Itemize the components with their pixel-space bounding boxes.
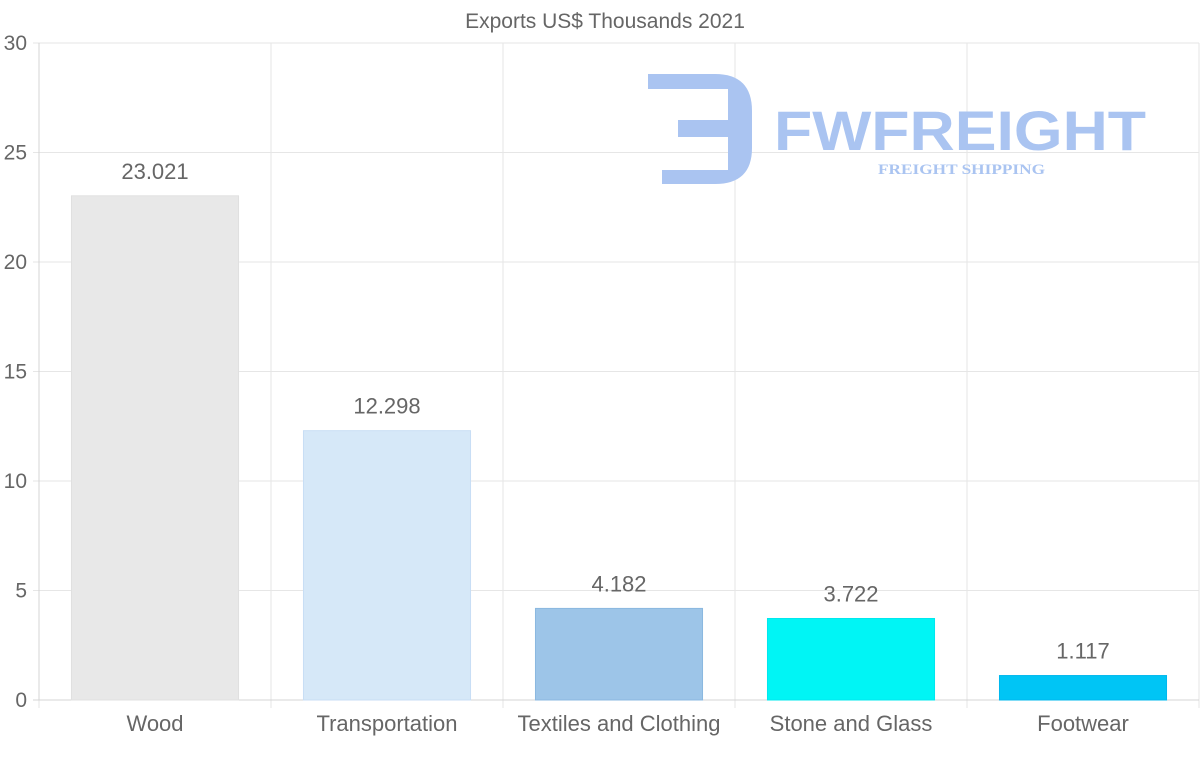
bar-footwear[interactable] <box>998 675 1168 701</box>
data-label: 3.722 <box>823 581 878 606</box>
fwfreight-logo-icon <box>648 74 752 184</box>
x-tick-label: Stone and Glass <box>770 711 933 736</box>
y-tick-label: 20 <box>4 251 27 274</box>
x-tick-label: Footwear <box>1037 711 1129 736</box>
bar-wood[interactable] <box>70 195 240 701</box>
chart-title: Exports US$ Thousands 2021 <box>465 10 745 33</box>
data-label: 4.182 <box>591 571 646 596</box>
x-tick-label: Textiles and Clothing <box>517 711 720 736</box>
bar-transportation[interactable] <box>302 430 472 701</box>
bars <box>70 195 1168 701</box>
x-axis-categories: Wood Transportation Textiles and Clothing S… <box>126 711 1128 736</box>
data-label: 23.021 <box>121 159 188 184</box>
y-tick-label: 15 <box>4 361 27 384</box>
y-tick-label: 10 <box>4 470 27 493</box>
y-tick-label: 0 <box>15 689 27 712</box>
x-tick-label: Wood <box>126 711 183 736</box>
y-tick-label: 5 <box>15 580 27 603</box>
bar-stone-and-glass[interactable] <box>766 617 936 701</box>
watermark-tagline: FREIGHT SHIPPING <box>878 162 1045 178</box>
y-tick-label: 30 <box>4 32 27 55</box>
bar-textiles-and-clothing[interactable] <box>534 607 704 701</box>
y-axis-ticks: 0 5 10 15 20 25 30 <box>4 32 27 712</box>
watermark-logo: FWFREIGHT FREIGHT SHIPPING <box>648 74 1146 184</box>
data-label: 12.298 <box>353 394 420 419</box>
y-tick-label: 25 <box>4 142 27 165</box>
value-labels: 23.021 12.298 4.182 3.722 1.117 <box>121 159 1109 664</box>
x-tick-label: Transportation <box>316 711 457 736</box>
data-label: 1.117 <box>1056 639 1109 664</box>
watermark-brand: FWFREIGHT <box>774 99 1146 162</box>
